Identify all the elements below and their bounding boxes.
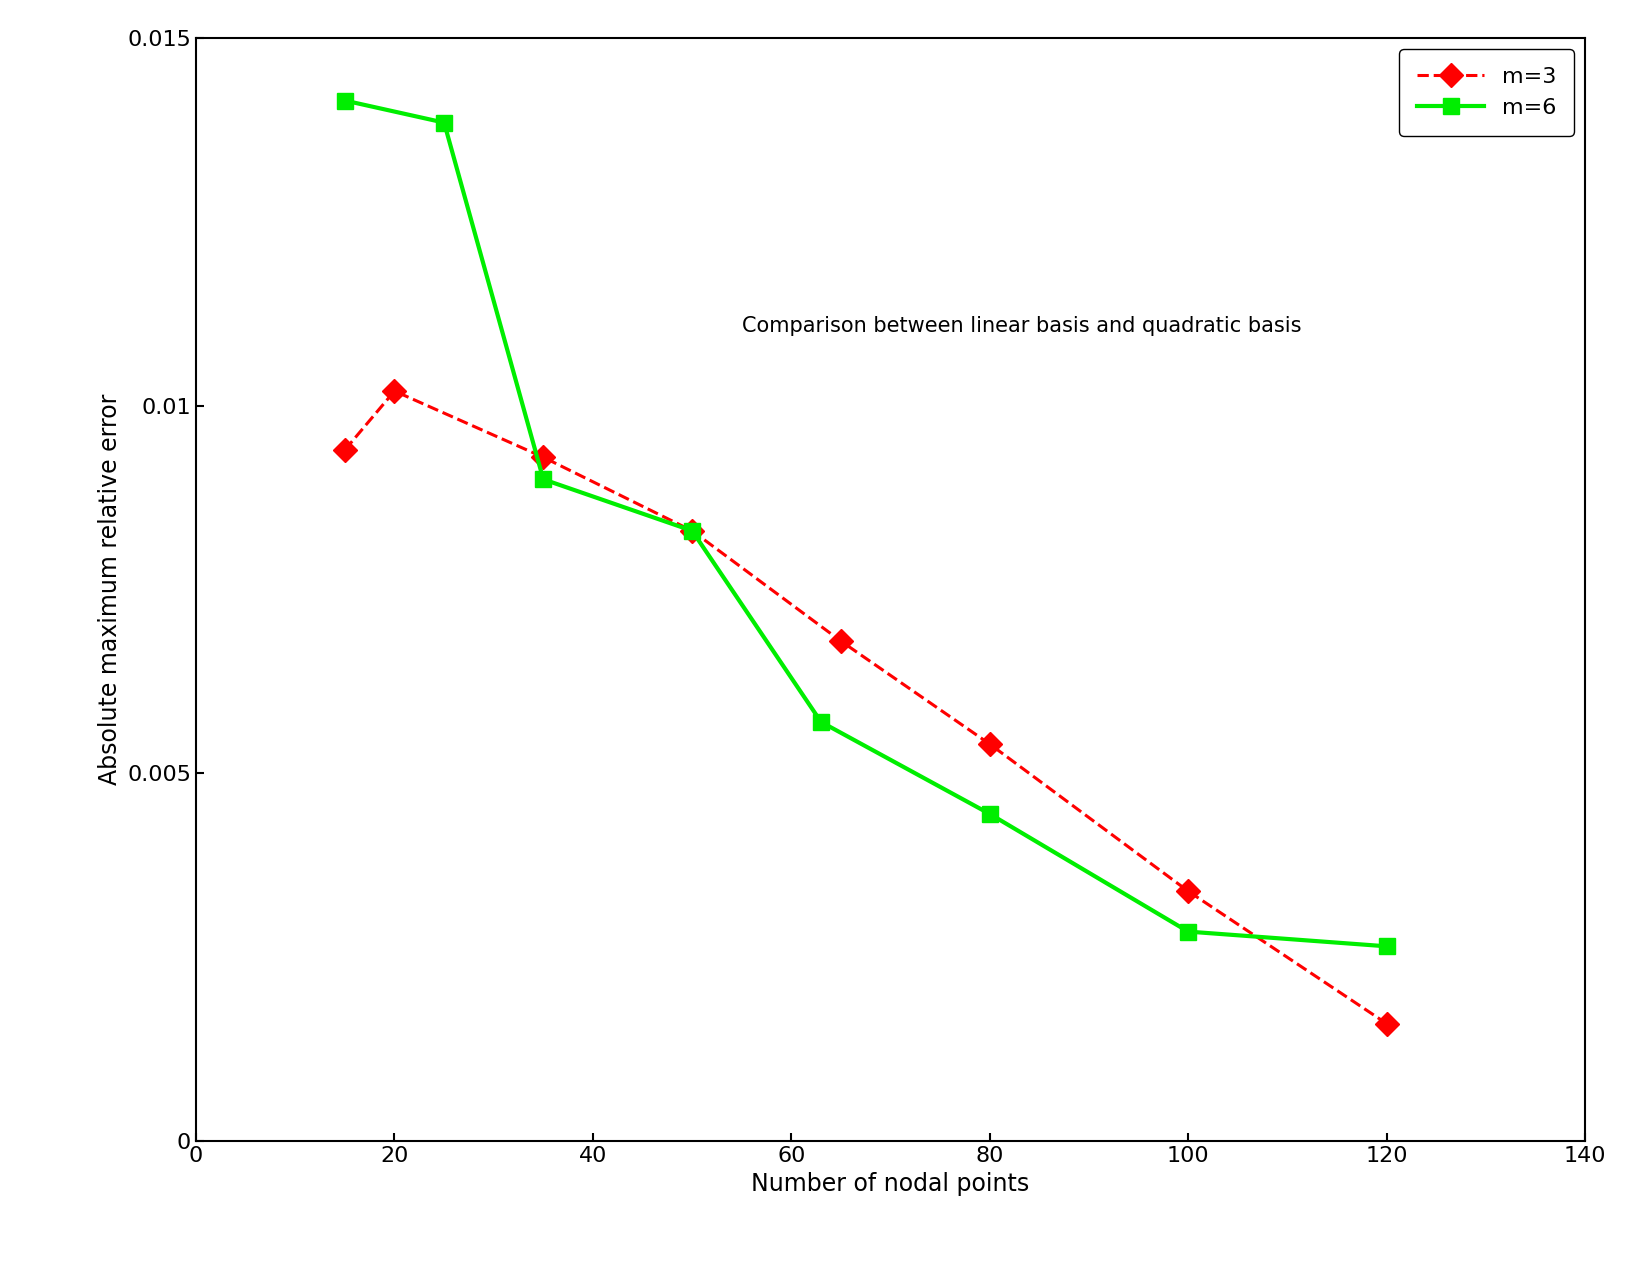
m=3 [335,443,355,458]
m=6 [533,472,552,487]
Line: m=3: m=3 [337,383,1395,1032]
Y-axis label: Absolute maximum relative error: Absolute maximum relative error [98,394,121,785]
m=6 [810,714,830,729]
m=3 [683,524,703,539]
m=3 [980,737,1000,752]
m=3 [1377,1016,1397,1031]
m=6 [335,93,355,108]
m=6 [980,806,1000,822]
m=6 [435,115,454,131]
Legend: m=3, m=6: m=3, m=6 [1399,49,1574,136]
m=6 [1178,924,1198,940]
m=3 [533,450,552,465]
m=3 [1178,884,1198,899]
m=6 [683,524,703,539]
m=3 [832,634,851,649]
Line: m=6: m=6 [337,93,1395,955]
X-axis label: Number of nodal points: Number of nodal points [752,1172,1029,1196]
Text: Comparison between linear basis and quadratic basis: Comparison between linear basis and quad… [742,316,1301,336]
m=3 [384,383,404,398]
m=6 [1377,938,1397,954]
